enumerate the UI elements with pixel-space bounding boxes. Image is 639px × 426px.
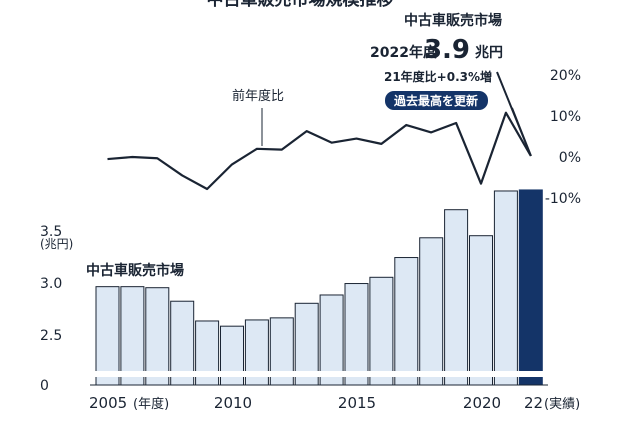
x-tick-label: (年度)	[133, 396, 169, 412]
line-series	[107, 111, 532, 191]
bar	[145, 287, 170, 386]
y2-tick-label: 10%	[550, 109, 581, 125]
y-tick-label: 3.5	[40, 224, 62, 240]
x-axis-ticks: 2005 (年度) 2010 2015 2020 22 (実績)	[89, 394, 580, 412]
x-tick-label: 2020	[463, 394, 501, 412]
bar-series-label: 中古車販売市場	[86, 262, 184, 279]
bar	[369, 276, 394, 386]
callout-badge-text: 過去最高を更新	[393, 93, 478, 108]
callout: 中古車販売市場 2022年度 3.9 兆円 21年度比+0.3%増 過去最高を更…	[370, 12, 532, 157]
bar	[493, 190, 518, 386]
bar	[444, 209, 469, 386]
callout-unit: 兆円	[475, 45, 503, 61]
chart-title: 中古車販売市場規模推移	[207, 0, 394, 10]
y2-tick-label: 0%	[559, 150, 581, 166]
callout-change: 21年度比+0.3%増	[384, 69, 492, 84]
bar	[394, 257, 419, 386]
callout-pointer	[496, 71, 532, 157]
x-tick-label: 22	[524, 394, 543, 412]
bar	[419, 237, 444, 386]
x-tick-label: 2005	[89, 394, 127, 412]
bar-series	[90, 189, 550, 386]
callout-value: 3.9	[424, 35, 470, 65]
bar	[120, 286, 145, 386]
bar	[518, 189, 543, 386]
x-tick-label: 2015	[338, 394, 376, 412]
bar	[95, 286, 120, 386]
line-path	[107, 111, 532, 191]
y-tick-label: 2.5	[40, 328, 62, 344]
axis-break-band	[90, 371, 550, 377]
y2-tick-label: 20%	[550, 68, 581, 84]
callout-year: 2022年度	[370, 44, 438, 61]
bar	[469, 235, 493, 386]
x-tick-label: (実績)	[544, 396, 580, 412]
line-series-label: 前年度比	[232, 88, 284, 104]
callout-market-label: 中古車販売市場	[404, 12, 502, 29]
bar	[344, 283, 369, 386]
y-axis-unit: (兆円)	[40, 237, 73, 251]
y2-tick-label: -10%	[545, 191, 581, 207]
y-tick-label: 0	[40, 378, 49, 394]
y-tick-label: 3.0	[40, 276, 62, 292]
callout-badge	[385, 91, 488, 110]
x-tick-label: 2010	[214, 394, 252, 412]
y2-axis-ticks: 20% 10% 0% -10%	[545, 68, 581, 207]
y-axis-ticks: 0 2.5 3.0 3.5	[40, 224, 62, 394]
